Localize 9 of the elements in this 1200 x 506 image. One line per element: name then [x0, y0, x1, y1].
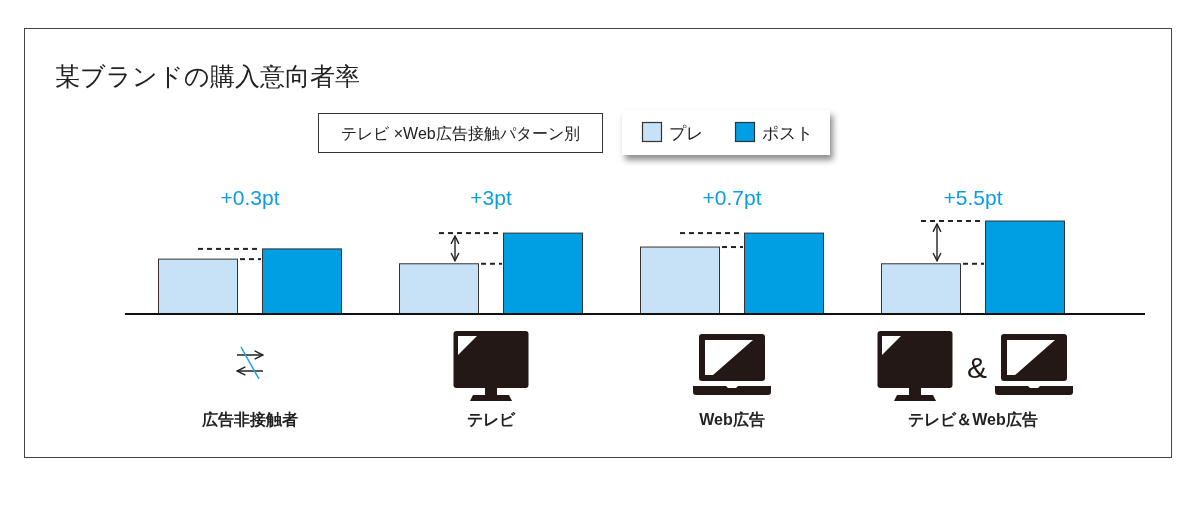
legend-label: ポスト	[762, 124, 813, 143]
title: 某ブランドの購入意向者率	[55, 62, 360, 90]
annotation: &	[967, 351, 987, 384]
annotation: +0.3pt	[220, 186, 280, 209]
annotation: +0.7pt	[702, 186, 762, 209]
annotation: +3pt	[470, 186, 512, 209]
legend-label: プレ	[669, 124, 703, 143]
subtitle: テレビ ×Web広告接触パターン別	[341, 125, 580, 142]
annotation: +5.5pt	[943, 186, 1003, 209]
